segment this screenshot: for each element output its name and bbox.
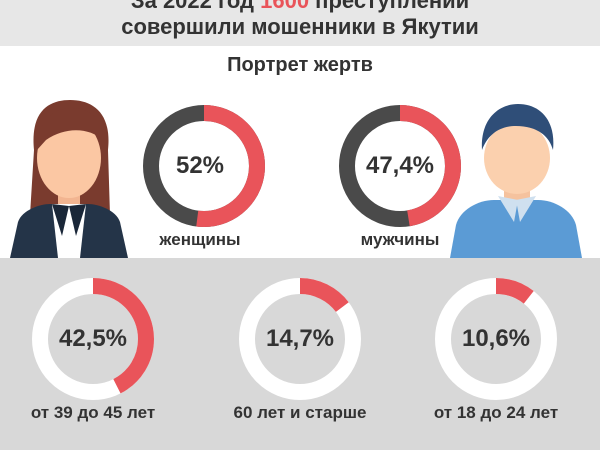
header-line-2: совершили мошенники в Якутии bbox=[121, 14, 479, 39]
age-60-plus-ring-slice bbox=[239, 278, 361, 400]
header-accent-number: 1600 bbox=[260, 0, 310, 13]
subtitle: Портрет жертв bbox=[227, 54, 373, 76]
age-18-24-value: 10,6% bbox=[461, 325, 531, 352]
women-label: женщины bbox=[159, 230, 241, 249]
women-ring-slice bbox=[143, 105, 265, 227]
header-text-before: За 2022 год bbox=[130, 0, 261, 13]
age-39-45-value: 42,5% bbox=[58, 325, 128, 352]
age-18-24-label: от 18 до 24 лет bbox=[433, 403, 559, 422]
age-60-plus-value: 14,7% bbox=[265, 325, 335, 352]
men-label: мужчины bbox=[360, 230, 440, 249]
header-line-1: За 2022 год 1600 преступлений bbox=[0, 0, 600, 14]
men-value: 47,4% bbox=[365, 152, 435, 179]
age-39-45-ring-slice bbox=[32, 278, 154, 400]
header-banner: За 2022 год 1600 преступлений совершили … bbox=[0, 0, 600, 46]
woman-avatar-icon bbox=[10, 100, 128, 258]
age-18-24-ring-slice bbox=[435, 278, 557, 400]
age-39-45-label: от 39 до 45 лет bbox=[30, 403, 156, 422]
men-ring-slice bbox=[339, 105, 461, 227]
header-text-after: преступлений bbox=[309, 0, 470, 13]
women-value: 52% bbox=[175, 152, 225, 179]
man-avatar-icon bbox=[450, 104, 582, 258]
age-60-plus-label: 60 лет и старше bbox=[233, 403, 367, 422]
